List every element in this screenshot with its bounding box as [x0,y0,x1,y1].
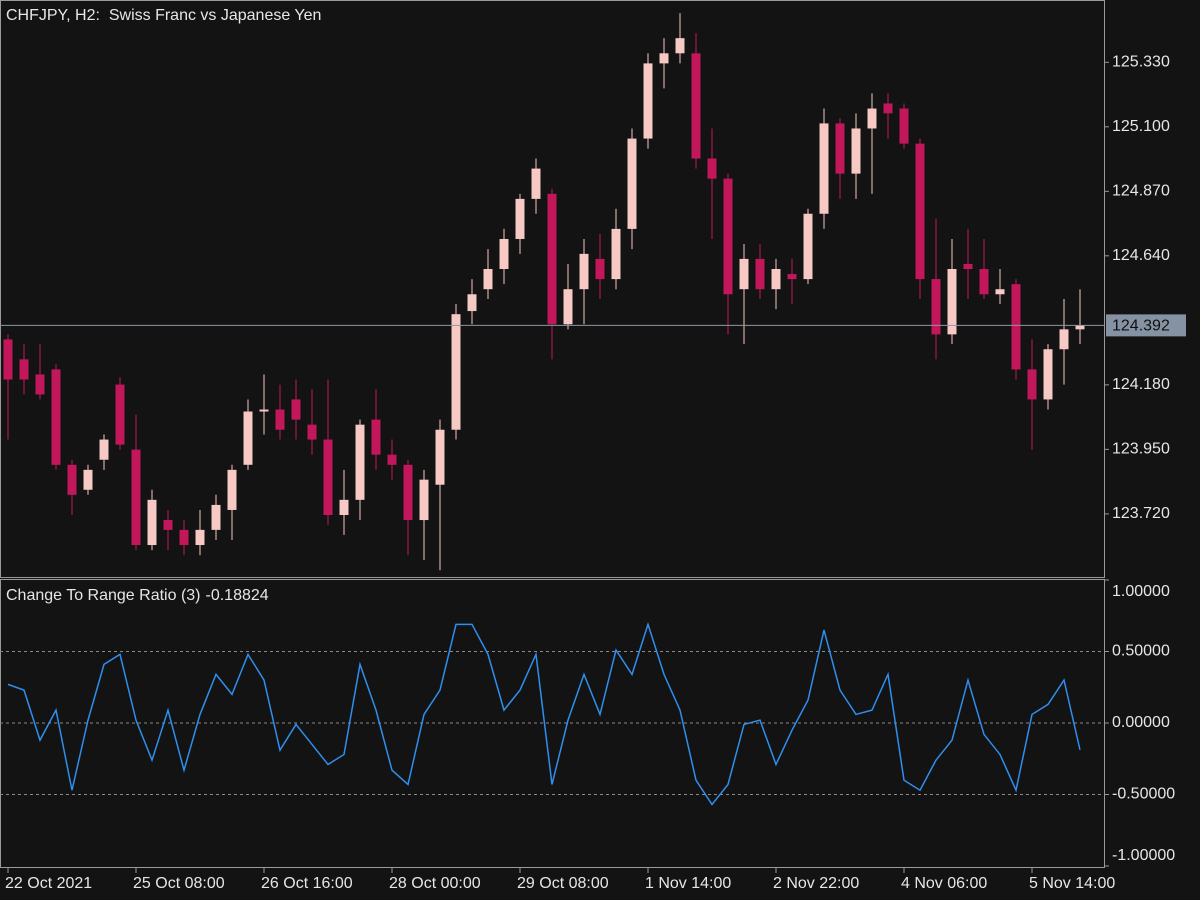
candle-body [323,439,333,516]
candle-body [835,123,845,174]
candle-body [515,198,525,239]
current-price-label: 124.392 [1112,318,1170,335]
candle-body [419,479,429,521]
x-tick-label: 25 Oct 08:00 [133,875,225,892]
candle-body [563,289,573,325]
candle-body [819,123,829,214]
x-tick-label: 4 Nov 06:00 [901,875,987,892]
candle-body [1059,329,1069,350]
candle-body [595,258,605,280]
x-tick-label: 26 Oct 16:00 [261,875,353,892]
y-tick-label: 125.100 [1112,118,1170,135]
candle-body [803,213,813,280]
candle-body [99,439,109,460]
candle-body [643,63,653,139]
candle-body [3,339,13,380]
y-tick-label: 123.950 [1112,441,1170,458]
candle-body [291,399,301,420]
x-tick-label: 22 Oct 2021 [5,875,92,892]
candle-body [947,269,957,335]
candle-body [1043,349,1053,400]
candle-body [979,269,989,295]
candle-body [83,469,93,490]
candle-body [307,424,317,440]
candle-body [19,359,29,380]
candle-body [851,128,861,174]
candle-body [723,178,733,295]
x-tick-label: 29 Oct 08:00 [517,875,609,892]
candle-body [915,143,925,280]
y-tick-label: 1.00000 [1112,583,1170,600]
candle-body [659,53,669,64]
x-tick-label: 2 Nov 22:00 [773,875,859,892]
y-tick-label: 125.330 [1112,53,1170,70]
candle-body [387,454,397,465]
x-tick-label: 28 Oct 00:00 [389,875,481,892]
candle-body [707,158,717,179]
candle-body [259,409,269,412]
y-tick-label: -0.50000 [1112,786,1175,803]
candle-body [355,424,365,500]
candle-body [771,269,781,290]
candle-body [147,499,157,546]
chart-title: CHFJPY, H2: Swiss Franc vs Japanese Yen [6,7,321,24]
candle-body [995,289,1005,295]
x-tick-label: 5 Nov 14:00 [1029,875,1115,892]
candle-body [499,238,509,270]
candle-body [931,279,941,335]
candle-body [675,38,685,54]
candle-body [883,103,893,114]
candle-body [611,228,621,280]
candle-body [531,168,541,199]
candle-body [627,138,637,229]
y-tick-label: 124.870 [1112,183,1170,200]
candle-body [35,374,45,395]
candle-body [195,529,205,546]
candle-body [787,274,797,280]
candle-body [115,384,125,445]
candle-body [435,429,445,485]
candle-body [483,269,493,290]
indicator-line [7,621,1081,806]
candle-body [739,258,749,290]
y-tick-label: -1.00000 [1112,847,1175,864]
candle-body [579,253,589,290]
x-tick-label: 1 Nov 14:00 [645,875,731,892]
candle-body [867,108,877,129]
candle-body [275,409,285,430]
price-pane-frame [0,0,1105,578]
candle-body [963,263,973,270]
candle-body [691,53,701,159]
candle-body [243,411,253,465]
candle-body [211,504,221,530]
candle-body [1027,369,1037,400]
candle-body [1075,325,1085,330]
candle-body [547,193,557,325]
y-tick-label: 0.00000 [1112,714,1170,731]
y-tick-label: 124.640 [1112,247,1170,264]
indicator-title: Change To Range Ratio (3) [6,587,201,604]
candle-body [51,369,61,465]
candle-body [67,464,77,495]
candle-body [467,294,477,312]
candle-body [163,520,173,530]
indicator-value: -0.18824 [206,587,269,604]
y-tick-label: 123.720 [1112,505,1170,522]
candle-body [131,449,141,546]
y-tick-label: 124.180 [1112,376,1170,393]
candle-body [1011,284,1021,370]
candle-body [451,314,461,430]
candle-body [403,464,413,521]
current-price-box [1106,314,1186,337]
candle-body [755,258,765,290]
candle-body [339,499,349,516]
candle-body [899,108,909,144]
candle-body [371,419,381,455]
candle-body [227,469,237,510]
candle-body [179,529,189,546]
y-tick-label: 0.50000 [1112,643,1170,660]
